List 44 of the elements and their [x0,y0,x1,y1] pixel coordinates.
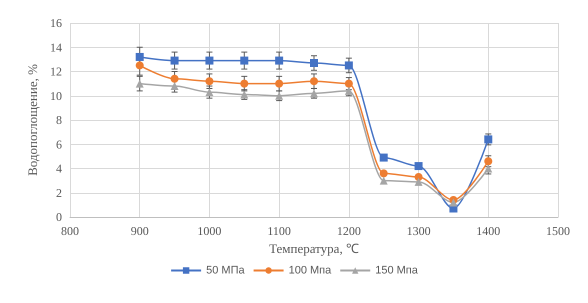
point [275,80,284,88]
point [136,80,144,88]
x-axis-title: Температура, ℃ [269,240,359,256]
y-tick-label: 4 [56,162,62,176]
point [414,172,423,181]
point [484,135,492,144]
point [484,157,492,166]
legend-label: 100 Мпа [288,264,332,276]
point [170,82,179,90]
point [240,80,248,88]
point [310,59,318,68]
point [170,74,179,83]
x-tick-label: 1300 [406,224,431,238]
legend-label: 150 Мпа [375,264,419,276]
x-tick-label: 900 [130,224,149,238]
point [380,154,388,162]
point [170,56,179,65]
point [136,61,144,70]
y-tick-label: 14 [50,40,62,54]
point [414,162,423,170]
x-tick-label: 1100 [267,224,291,238]
point [310,77,318,86]
y-tick-label: 2 [56,186,62,200]
point [275,56,284,65]
y-tick-label: 0 [56,210,62,224]
point [136,52,144,61]
point [380,176,388,185]
x-tick-label: 1400 [476,224,500,238]
x-tick-label: 1000 [197,224,222,238]
x-tick-label: 1200 [336,224,361,238]
point [380,169,388,178]
x-tick-label: 800 [61,224,79,238]
y-tick-label: 12 [50,64,62,78]
point [205,56,214,65]
point [414,178,423,186]
y-axis-title: Водопоглощение, % [25,64,40,176]
y-tick-label: 10 [50,88,62,103]
point [240,56,248,65]
y-tick-label: 16 [50,16,62,30]
point [344,61,353,70]
x-tick-label: 1500 [546,224,570,238]
y-tick-label: 8 [56,113,62,127]
legend-label: 50 МПа [206,264,246,276]
y-tick-label: 6 [56,137,62,152]
